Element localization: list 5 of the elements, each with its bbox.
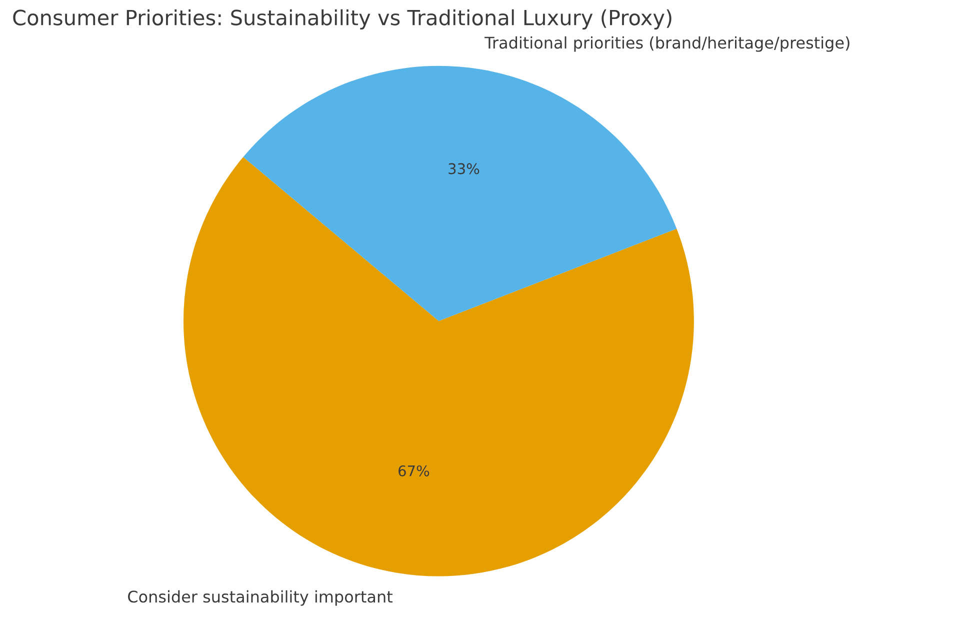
chart-title: Consumer Priorities: Sustainability vs Traditional Luxury (Proxy): [13, 9, 672, 30]
data-label: 33%: [448, 163, 480, 174]
slice-label: Consider sustainability important: [128, 590, 392, 606]
data-label: 67%: [398, 465, 430, 476]
slice-label: Traditional priorities (brand/heritage/prestige): [484, 36, 850, 52]
